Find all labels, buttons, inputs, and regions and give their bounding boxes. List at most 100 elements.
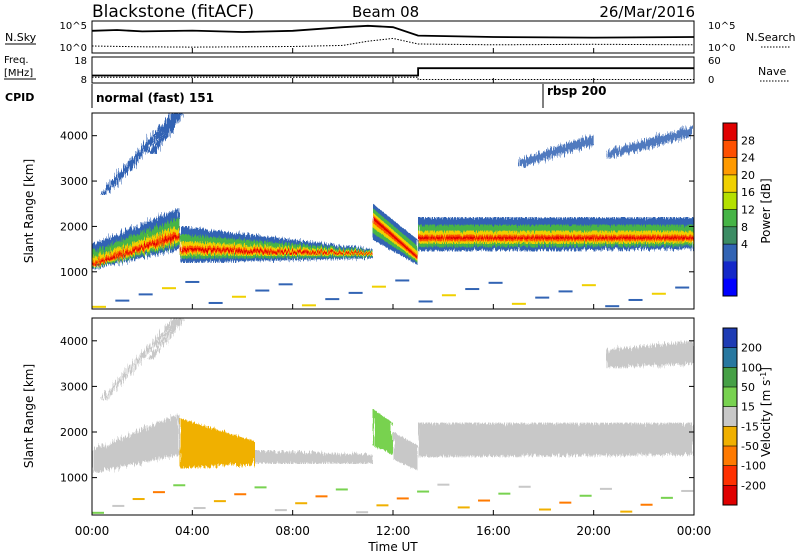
power-colorbar-swatch bbox=[723, 192, 737, 210]
frequency-line bbox=[92, 67, 694, 77]
velocity-colorbar-tick-label: -100 bbox=[741, 460, 766, 473]
power-clutter bbox=[92, 305, 106, 308]
power-colorbar: 28 24 20 16 12 8 4 bbox=[722, 122, 755, 297]
power-band bbox=[92, 234, 180, 266]
power-clutter bbox=[488, 281, 503, 284]
power-colorbar-tick-label: 28 bbox=[741, 134, 755, 147]
noise-search-line bbox=[91, 37, 695, 48]
cpid-rbsp-label: rbsp 200 bbox=[547, 84, 606, 98]
noise-sky-line bbox=[91, 24, 695, 39]
x-tick-label: 04:00 bbox=[175, 524, 210, 538]
y-tick-label: 4000 bbox=[60, 130, 88, 143]
power-colorbar-tick-label: 24 bbox=[741, 152, 755, 165]
date-title: 26/Mar/2016 bbox=[599, 3, 695, 21]
power-colorbar-swatch bbox=[723, 123, 737, 141]
beam-title: Beam 08 bbox=[352, 3, 419, 21]
power-clutter bbox=[161, 287, 176, 290]
nave-label: Nave bbox=[758, 65, 786, 78]
power-colorbar-tick-label: 8 bbox=[741, 221, 748, 234]
velocity-clutter bbox=[213, 500, 226, 503]
power-patch bbox=[518, 134, 594, 168]
power-colorbar-tick-label: 16 bbox=[741, 186, 755, 199]
power-streak bbox=[147, 113, 185, 154]
power-clutter bbox=[511, 302, 526, 305]
power-clutter bbox=[651, 292, 666, 295]
cpid-normal-label: normal (fast) 151 bbox=[96, 91, 214, 105]
noise-right-tick-lower: 10^0 bbox=[708, 43, 735, 54]
y-tick-label: 3000 bbox=[60, 380, 88, 393]
velocity-clutter bbox=[518, 485, 531, 488]
x-tick-label: 12:00 bbox=[376, 524, 411, 538]
power-clutter bbox=[605, 305, 620, 308]
power-colorbar-swatch bbox=[723, 209, 737, 228]
velocity-colorbar-tick-label: 15 bbox=[741, 401, 755, 414]
velocity-data-layer bbox=[92, 318, 694, 514]
power-clutter bbox=[278, 283, 293, 286]
power-panel-frame bbox=[91, 112, 695, 310]
velocity-region bbox=[393, 432, 419, 471]
velocity-colorbar-swatch bbox=[723, 426, 737, 447]
power-colorbar-swatch bbox=[723, 157, 737, 176]
y-tick-label: 4000 bbox=[60, 335, 88, 348]
power-clutter bbox=[465, 288, 480, 291]
velocity-colorbar-swatch bbox=[723, 485, 737, 506]
power-clutter bbox=[581, 284, 596, 287]
freq-label: Freq. bbox=[4, 55, 29, 66]
x-tick-label: 16:00 bbox=[476, 524, 511, 538]
x-axis-label: Time UT bbox=[367, 540, 418, 554]
velocity-clutter bbox=[92, 511, 104, 514]
velocity-clutter bbox=[396, 497, 409, 500]
power-clutter bbox=[628, 298, 643, 301]
velocity-colorbar-swatch bbox=[723, 367, 737, 388]
power-clutter bbox=[441, 294, 456, 297]
noise-search-label: N.Search bbox=[746, 31, 796, 44]
x-tick-label: 20:00 bbox=[576, 524, 611, 538]
velocity-ylabel: Slant Range [km] bbox=[22, 364, 36, 468]
power-clutter bbox=[185, 280, 200, 283]
power-y-ticks: 1000 2000 3000 4000 bbox=[60, 130, 694, 279]
freq-tick-upper: 18 bbox=[74, 56, 87, 67]
y-tick-label: 2000 bbox=[60, 220, 88, 233]
noise-right-tick-upper: 10^5 bbox=[708, 21, 735, 32]
power-clutter bbox=[418, 300, 433, 303]
velocity-clutter bbox=[376, 504, 389, 507]
power-streak bbox=[99, 113, 180, 195]
power-colorbar-tick-label: 4 bbox=[741, 238, 748, 251]
power-clutter bbox=[395, 279, 410, 282]
power-clutter bbox=[255, 289, 270, 292]
velocity-clutter bbox=[478, 499, 491, 502]
velocity-clutter bbox=[457, 506, 470, 509]
power-colorbar-swatch bbox=[723, 244, 737, 262]
power-clutter bbox=[371, 285, 386, 288]
station-title: Blackstone (fitACF) bbox=[92, 2, 254, 22]
power-colorbar-label: Power [dB] bbox=[759, 178, 773, 243]
velocity-colorbar: 200 100 50 15 -15 -50 -100 -200 bbox=[722, 327, 766, 506]
velocity-colorbar-tick-label: 200 bbox=[741, 342, 762, 355]
velocity-colorbar-tick-label: 100 bbox=[741, 361, 762, 374]
velocity-colorbar-tick-label: 50 bbox=[741, 381, 755, 394]
velocity-clutter bbox=[437, 483, 450, 486]
power-band bbox=[179, 248, 373, 255]
velocity-clutter bbox=[173, 484, 186, 487]
velocity-colorbar-frame bbox=[722, 327, 738, 506]
velocity-clutter bbox=[295, 502, 308, 505]
noise-tick-upper: 10^5 bbox=[60, 21, 87, 32]
velocity-clutter bbox=[599, 487, 612, 490]
velocity-streak bbox=[147, 318, 185, 360]
velocity-colorbar-swatch bbox=[723, 446, 737, 467]
power-colorbar-swatch bbox=[723, 226, 737, 245]
power-colorbar-swatch bbox=[723, 140, 737, 159]
power-band bbox=[418, 236, 694, 240]
power-clutter bbox=[138, 293, 153, 296]
nave-line bbox=[92, 76, 694, 80]
x-tick-label: 08:00 bbox=[275, 524, 310, 538]
velocity-colorbar-tick-label: -15 bbox=[741, 420, 759, 433]
velocity-clutter bbox=[498, 492, 511, 495]
power-clutter bbox=[558, 290, 573, 293]
freq-tick-lower: 8 bbox=[81, 75, 87, 86]
velocity-colorbar-tick-label: -200 bbox=[741, 479, 766, 492]
velocity-y-ticks: 1000 2000 3000 4000 bbox=[60, 335, 694, 485]
velocity-clutter bbox=[112, 504, 125, 507]
power-clutter bbox=[325, 298, 340, 301]
